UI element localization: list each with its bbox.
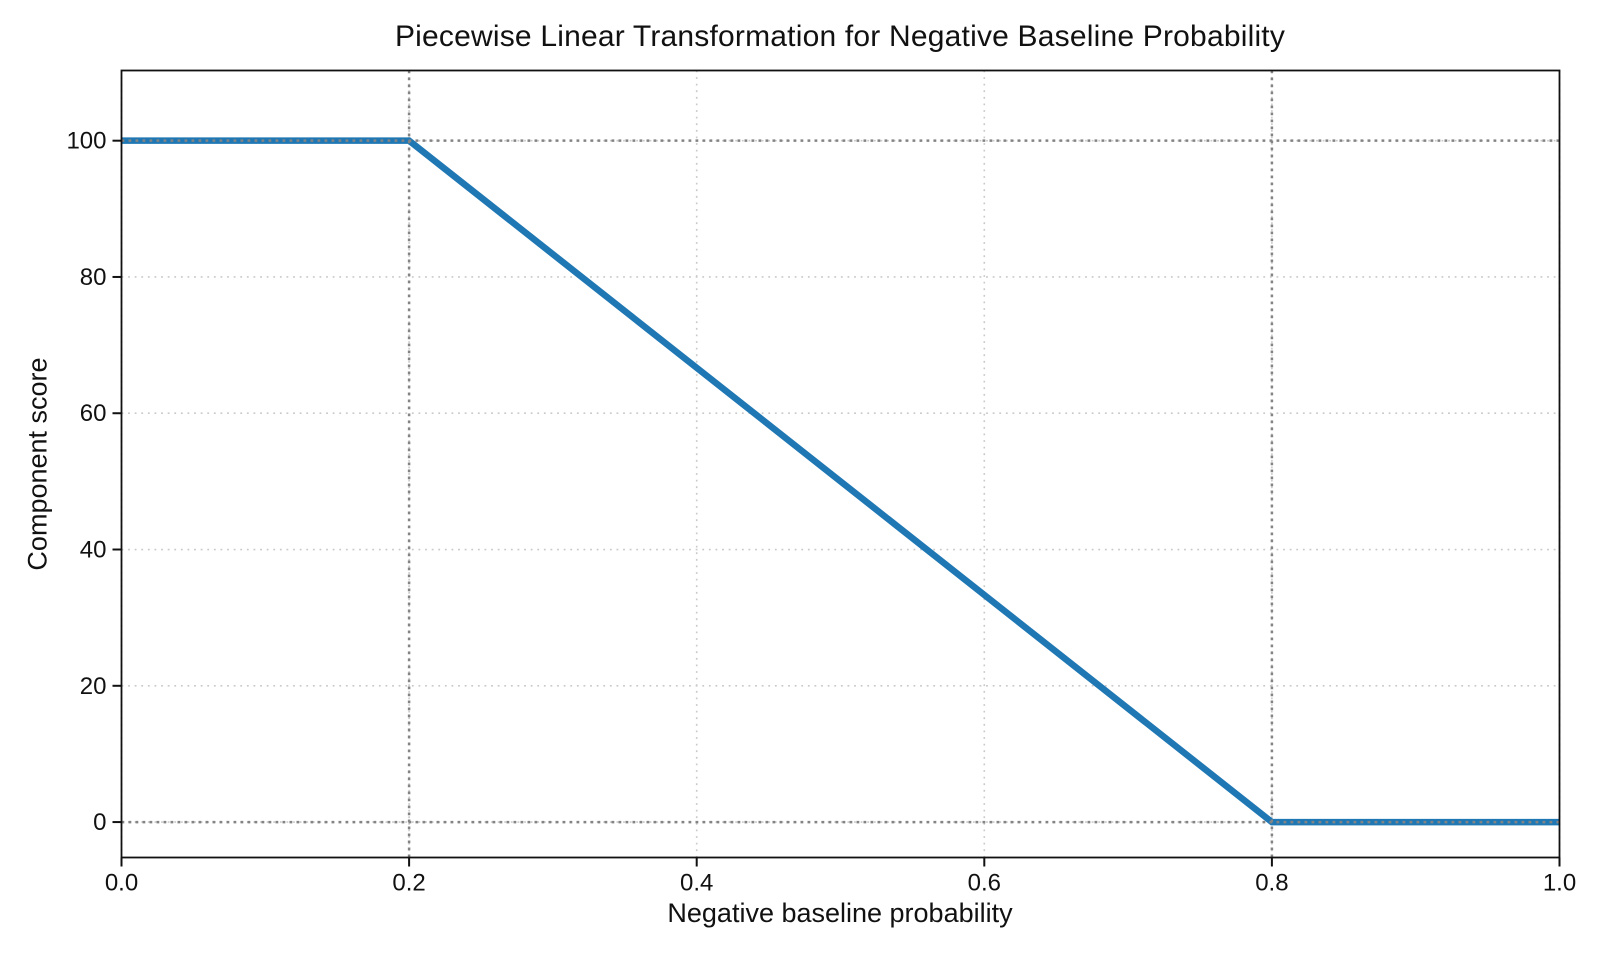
chart-title: Piecewise Linear Transformation for Nega… [394,20,1286,53]
x-tick-label: 0.8 [1255,870,1288,897]
y-tick-label: 60 [80,400,107,427]
x-tick-label: 0.4 [680,870,713,897]
y-tick-label: 20 [80,673,107,700]
x-tick-label: 1.0 [1543,870,1576,897]
y-tick-label: 40 [80,537,107,564]
y-tick-label: 100 [66,128,106,155]
y-tick-label: 0 [93,809,106,836]
x-tick-label: 0.2 [392,870,425,897]
x-tick-label: 0.6 [968,870,1001,897]
plot-border [120,69,1561,859]
series-line [121,137,1560,826]
x-tick-label: 0.0 [105,870,138,897]
x-axis-label: Negative baseline probability [667,898,1013,928]
y-tick-label: 80 [80,264,107,291]
